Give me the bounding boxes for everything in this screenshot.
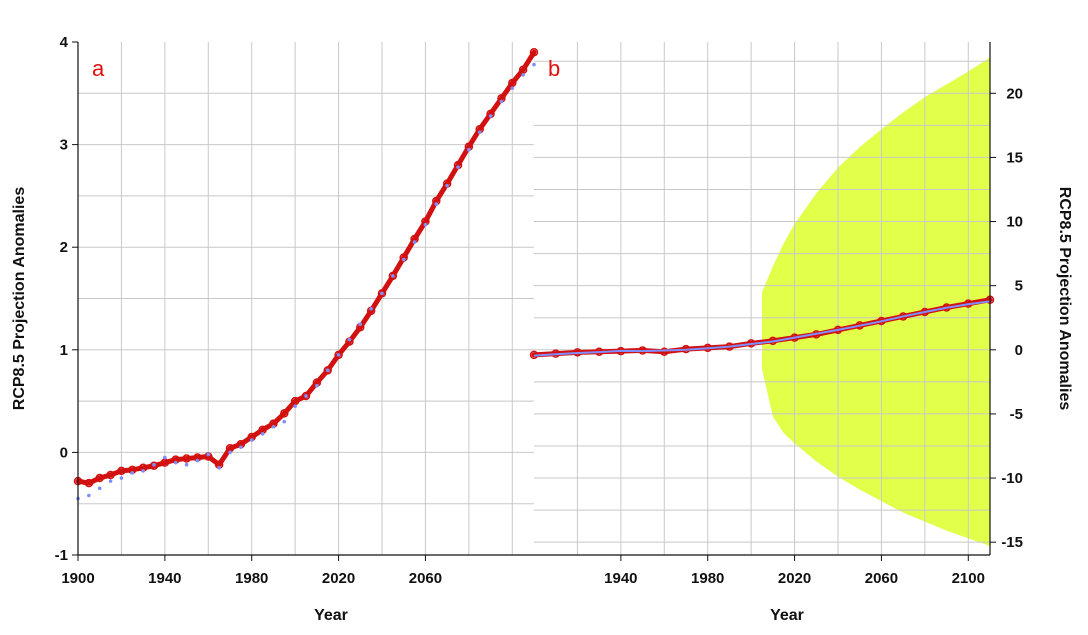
model-line — [75, 49, 537, 486]
observed-point — [249, 438, 254, 442]
observed-point — [282, 419, 287, 424]
panel-b: 1940 1980 2020 2060 2100 -15 -10 -5 0 5 10 15 20 b Y… — [529, 42, 1073, 624]
y-tick-label: 10 — [1006, 214, 1023, 231]
observed-point — [260, 432, 265, 436]
observed-point — [347, 337, 352, 342]
observed-point — [87, 493, 91, 498]
panel-a-axes: 1900 1940 1980 2020 2060 -1 0 1 2 3 4 — [55, 34, 534, 587]
observed-point — [358, 322, 363, 326]
observed-point — [412, 240, 417, 244]
observed-point — [532, 62, 536, 67]
model-point — [301, 391, 311, 401]
panel-b-ylabel: RCP8.5 Projection Anomalies — [1056, 187, 1073, 411]
model-point — [323, 366, 332, 375]
model-point — [388, 271, 398, 281]
observed-point — [391, 274, 395, 278]
panel-a: 1900 1940 1980 2020 2060 -1 0 1 2 3 4 a Year RCP8.… — [11, 34, 539, 624]
x-tick-label: 2020 — [322, 570, 355, 587]
observed-point — [173, 460, 178, 465]
observed-point — [456, 165, 460, 169]
observed-point — [130, 471, 135, 475]
observed-point — [217, 465, 221, 470]
y-tick-label: 0 — [1015, 342, 1023, 359]
y-tick-label: 20 — [1006, 85, 1023, 102]
x-tick-label: 1940 — [604, 570, 637, 587]
observed-point — [510, 86, 515, 90]
observed-point — [152, 462, 156, 467]
x-tick-label: 2060 — [409, 570, 442, 587]
observed-point — [369, 306, 373, 311]
observed-point — [477, 130, 482, 135]
observed-point — [499, 99, 504, 104]
observed-point — [304, 394, 308, 398]
y-tick-label: 0 — [60, 444, 68, 461]
x-tick-label: 1980 — [691, 570, 724, 587]
x-tick-label: 1940 — [148, 570, 181, 587]
y-tick-label: 15 — [1006, 149, 1023, 166]
x-tick-label: 2060 — [865, 570, 898, 587]
observed-point — [239, 445, 243, 450]
observed-point — [336, 353, 341, 357]
y-tick-label: -15 — [1001, 534, 1023, 551]
observed-point — [445, 183, 449, 188]
observed-point — [206, 452, 211, 457]
model-point — [95, 473, 104, 483]
model-point — [660, 347, 669, 356]
observed-point — [325, 368, 330, 373]
panel-b-label: b — [548, 56, 560, 81]
observed-point — [163, 455, 167, 460]
observed-point — [488, 114, 493, 118]
model-point — [106, 470, 115, 480]
panel-b-uncertainty-band — [762, 57, 990, 547]
observed-point — [380, 291, 384, 296]
panel-b-xlabel: Year — [770, 607, 804, 624]
model-point — [84, 478, 94, 488]
model-point — [377, 289, 387, 298]
y-tick-label: 4 — [60, 34, 69, 51]
panel-a-xlabel: Year — [314, 607, 348, 624]
observed-point — [184, 462, 189, 467]
y-tick-label: -5 — [1010, 406, 1023, 423]
observed-point — [228, 450, 232, 455]
observed-point — [119, 476, 124, 480]
x-tick-label: 1900 — [61, 570, 94, 587]
y-tick-label: -10 — [1001, 470, 1023, 487]
y-tick-label: 5 — [1015, 278, 1023, 295]
observed-point — [315, 383, 319, 388]
model-point — [280, 409, 289, 418]
panel-b-marks — [529, 295, 995, 360]
model-point — [117, 466, 126, 476]
observed-point — [401, 257, 406, 262]
observed-point — [271, 424, 276, 429]
observed-point — [97, 486, 102, 491]
observed-point — [467, 147, 471, 152]
x-tick-label: 1980 — [235, 570, 268, 587]
panel-a-label: a — [92, 56, 105, 81]
x-tick-label: 2020 — [778, 570, 811, 587]
panel-a-ylabel: RCP8.5 Projection Anomalies — [11, 187, 28, 411]
observed-point — [141, 469, 145, 473]
observed-point — [434, 202, 439, 206]
model-point — [529, 48, 539, 57]
y-tick-label: 1 — [60, 342, 68, 359]
model-point — [149, 461, 159, 470]
y-tick-label: 2 — [60, 239, 68, 256]
observed-point — [293, 404, 297, 409]
panel-b-axes: 1940 1980 2020 2060 2100 -15 -10 -5 0 5 10 15 20 — [534, 42, 1023, 587]
model-point — [182, 454, 191, 463]
uncertainty-band — [762, 57, 990, 547]
y-tick-label: 3 — [60, 137, 68, 154]
panel-a-grid — [78, 42, 534, 555]
x-tick-label: 2100 — [952, 570, 985, 587]
panel-a-marks — [73, 48, 539, 501]
y-tick-label: -1 — [55, 547, 68, 564]
panel-b-grid — [534, 42, 990, 555]
observed-point — [521, 73, 525, 77]
observed-point — [108, 479, 113, 483]
observed-point — [423, 222, 428, 227]
observed-line — [533, 300, 991, 357]
observed-point — [195, 458, 200, 463]
model-point — [334, 350, 343, 360]
